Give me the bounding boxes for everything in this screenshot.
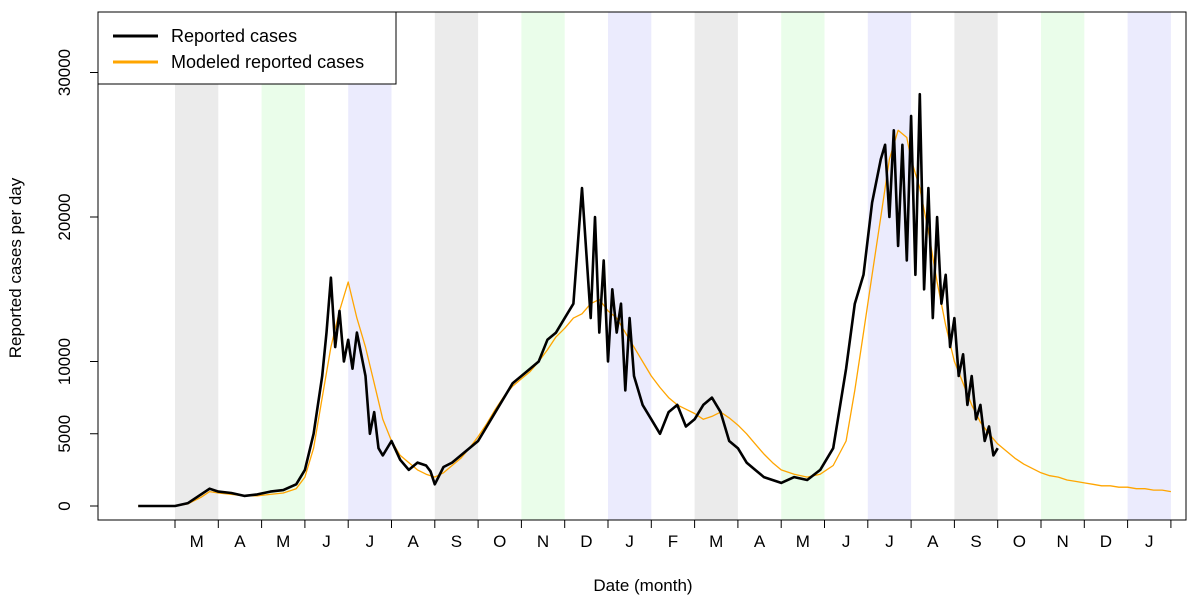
x-tick-label: N (1057, 532, 1069, 551)
x-tick-label: J (842, 532, 851, 551)
x-tick-label: M (709, 532, 723, 551)
season-band (521, 12, 565, 520)
series-lines (138, 92, 1172, 508)
y-tick-label: 30000 (55, 49, 74, 96)
x-tick-label: S (970, 532, 981, 551)
y-tick-label: 0 (55, 501, 74, 510)
x-axis-title: Date (month) (593, 576, 692, 595)
y-tick-label: 5000 (55, 415, 74, 453)
x-tick-label: M (276, 532, 290, 551)
season-band (867, 12, 912, 520)
y-axis: 0 5000 10000 20000 30000 (55, 49, 98, 511)
legend-label-modeled: Modeled reported cases (171, 52, 364, 72)
season-band (1127, 12, 1171, 520)
season-band (781, 12, 825, 520)
x-tick-label: J (366, 532, 375, 551)
season-band (175, 12, 219, 520)
season-bands (175, 12, 1171, 520)
season-band (608, 12, 652, 520)
legend-box (97, 11, 397, 85)
y-tick-label: 20000 (55, 193, 74, 240)
season-band (434, 12, 479, 520)
y-tick-label: 10000 (55, 338, 74, 385)
x-tick-label: D (1100, 532, 1112, 551)
x-tick-label: F (668, 532, 678, 551)
x-tick-label: J (322, 532, 331, 551)
season-band (348, 12, 392, 520)
x-tick-label: D (580, 532, 592, 551)
x-tick-label: M (190, 532, 204, 551)
season-band (694, 12, 738, 520)
x-tick-label: A (927, 532, 939, 551)
legend: Reported cases Modeled reported cases (97, 11, 397, 85)
plot-frame (97, 11, 1187, 521)
x-tick-label: A (754, 532, 766, 551)
season-band (1041, 12, 1085, 520)
x-tick-label: O (1013, 532, 1026, 551)
x-tick-label: O (493, 532, 506, 551)
x-tick-label: S (451, 532, 462, 551)
x-tick-label: A (407, 532, 419, 551)
x-tick-label: J (1145, 532, 1154, 551)
x-tick-label: A (234, 532, 246, 551)
legend-label-reported: Reported cases (171, 26, 297, 46)
y-axis-title: Reported cases per day (6, 177, 25, 358)
x-tick-label: M (796, 532, 810, 551)
series-line-reported (138, 92, 999, 508)
season-band (261, 12, 305, 520)
x-tick-label: J (625, 532, 634, 551)
x-tick-label: N (537, 532, 549, 551)
x-tick-label: J (885, 532, 894, 551)
